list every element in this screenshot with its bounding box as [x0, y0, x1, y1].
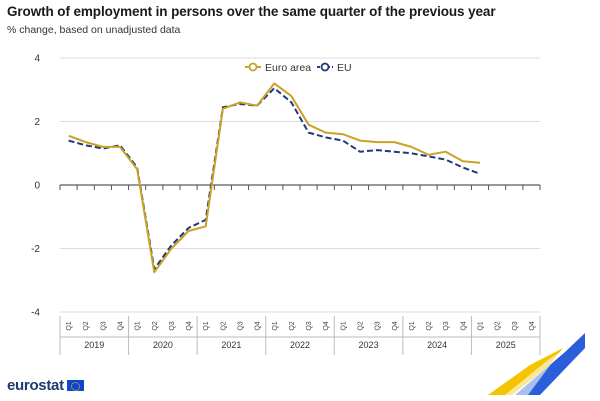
quarter-label: Q3 [306, 321, 313, 330]
legend-marker [320, 62, 330, 72]
quarter-label: Q1 [409, 321, 416, 330]
year-label: 2021 [221, 340, 241, 350]
y-tick-label: 0 [34, 181, 40, 192]
quarter-label: Q3 [100, 321, 107, 330]
y-tick-label: 4 [34, 54, 40, 65]
quarter-label: Q3 [238, 321, 245, 330]
eurostat-swoosh-graphic [488, 333, 585, 395]
year-label: 2020 [153, 340, 173, 350]
y-tick-label: -2 [31, 244, 40, 255]
legend-label: EU [337, 62, 352, 74]
quarter-label: Q2 [152, 321, 159, 330]
quarter-label: Q3 [375, 321, 382, 330]
year-label: 2025 [496, 340, 516, 350]
year-label: 2022 [290, 340, 310, 350]
eurostat-logo: eurostat [7, 377, 84, 394]
y-tick-label: 2 [34, 117, 40, 128]
legend-label: Euro area [265, 62, 311, 74]
quarter-label: Q1 [135, 321, 142, 330]
quarter-label: Q2 [220, 321, 227, 330]
x-axis: Q1 Q2 Q3 Q4 2019 Q1 Q2 Q3 Q4 2020 Q1 Q2 Q3 Q4 2021 Q1 Q2… [59, 185, 541, 355]
quarter-label: Q4 [118, 321, 125, 330]
quarter-label: Q2 [289, 321, 296, 330]
series-group [68, 82, 481, 274]
quarter-label: Q4 [255, 321, 262, 330]
quarter-label: Q1 [478, 321, 485, 330]
year-label: 2019 [84, 340, 104, 350]
quarter-label: Q3 [169, 321, 176, 330]
quarter-label: Q4 [529, 321, 536, 330]
quarter-label: Q3 [443, 321, 450, 330]
y-axis: 4 2 0 -2 -4 [31, 54, 40, 319]
quarter-label: Q1 [272, 321, 279, 330]
quarter-label: Q4 [323, 321, 330, 330]
year-label: 2024 [427, 340, 447, 350]
eu-flag-icon [66, 380, 84, 391]
quarter-label: Q2 [358, 321, 365, 330]
y-tick-label: -4 [31, 308, 40, 319]
chart-title: Growth of employment in persons over the… [7, 4, 496, 19]
series-line-euro-area [68, 82, 481, 274]
legend-item-euro-area[interactable]: Euro area [245, 62, 311, 74]
quarter-label: Q2 [83, 321, 90, 330]
quarter-label: Q2 [426, 321, 433, 330]
legend[interactable]: Euro area EU [245, 62, 352, 74]
quarter-label: Q1 [203, 321, 210, 330]
quarter-label: Q3 [512, 321, 519, 330]
legend-item-eu[interactable]: EU [317, 62, 352, 74]
quarter-label: Q4 [392, 321, 399, 330]
quarter-label: Q1 [66, 321, 73, 330]
logo-text: eurostat [7, 377, 64, 394]
legend-marker [248, 62, 258, 72]
series-line-eu [68, 87, 481, 271]
quarter-label: Q4 [460, 321, 467, 330]
year-label: 2023 [359, 340, 379, 350]
quarter-label: Q1 [340, 321, 347, 330]
quarter-label: Q4 [186, 321, 193, 330]
quarter-label: Q2 [495, 321, 502, 330]
chart-subtitle: % change, based on unadjusted data [7, 24, 181, 36]
